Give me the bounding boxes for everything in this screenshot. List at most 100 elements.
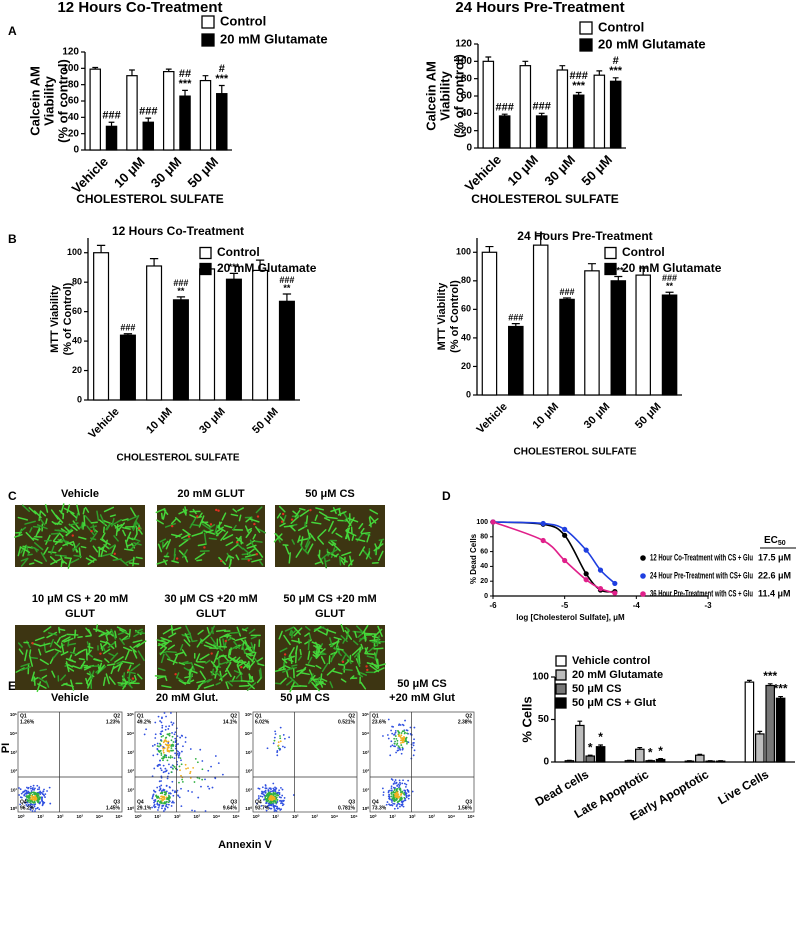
event-dot (288, 736, 291, 739)
event-dot (387, 737, 390, 740)
y-tick-label: 40 (461, 332, 471, 342)
cell (54, 648, 62, 653)
cell (58, 626, 61, 634)
cell (17, 642, 23, 648)
cell (68, 642, 77, 646)
cell (95, 624, 99, 633)
cell (220, 660, 231, 665)
event-dot (399, 788, 402, 791)
event-dot (404, 738, 407, 741)
significance-label: * (588, 740, 593, 754)
cell (340, 624, 345, 633)
quadrant-name: Q4 (20, 799, 27, 805)
event-dot (165, 796, 168, 799)
cell (90, 525, 97, 529)
event-dot (165, 744, 168, 746)
event-dot (166, 798, 168, 801)
quadrant-percent: 96.2% (20, 805, 35, 811)
event-dot (398, 734, 400, 737)
event-dot (34, 799, 36, 802)
cell (32, 537, 39, 541)
event-dot (31, 810, 34, 812)
data-point (562, 526, 568, 533)
dead-cell (187, 535, 191, 538)
event-dot (179, 757, 182, 759)
cell (43, 546, 49, 555)
error-bar (96, 244, 106, 253)
event-dot (160, 802, 162, 804)
event-dot (278, 789, 281, 792)
data-point (597, 567, 604, 573)
cell (311, 641, 321, 647)
image-label: GLUT (196, 608, 226, 620)
event-dot (178, 752, 181, 754)
event-dot (180, 774, 182, 777)
event-dot (162, 757, 165, 760)
chart-title: 12 Hours Co-Treatment (57, 0, 222, 16)
cell (376, 635, 380, 647)
event-dot (34, 810, 36, 812)
cell (167, 644, 176, 651)
cell (208, 537, 217, 541)
error-bar (598, 744, 603, 747)
cell (80, 660, 86, 669)
bar (765, 684, 775, 763)
event-dot (261, 792, 264, 795)
cell (254, 540, 263, 543)
y-tick-label: 20 (480, 578, 488, 585)
cell (39, 668, 47, 672)
error-bar (596, 70, 603, 76)
cell (40, 552, 48, 562)
cell (60, 560, 63, 568)
event-dot (165, 803, 168, 806)
event-dot (402, 724, 405, 727)
cell (307, 529, 311, 540)
event-dot (171, 723, 174, 726)
cell (360, 527, 365, 534)
quadrant-name: Q4 (137, 799, 144, 805)
cell (371, 635, 380, 639)
cell (84, 506, 90, 513)
event-dot (167, 742, 170, 744)
event-dot (217, 762, 220, 764)
event-dot (34, 794, 37, 797)
cell (104, 658, 110, 664)
event-dot (36, 807, 39, 810)
event-dot (396, 739, 399, 742)
x-axis-title: CHOLESTEROL SULFATE (117, 453, 240, 464)
cell (36, 524, 48, 530)
cell (20, 662, 30, 668)
error-bar (637, 746, 643, 750)
chart-title: 24 Hours Pre-Treatment (517, 229, 652, 243)
event-dot (31, 788, 34, 791)
x-tick-label: 10¹ (272, 814, 279, 819)
cell (25, 531, 35, 541)
legend-marker (640, 591, 646, 597)
cell (258, 669, 262, 679)
cell (224, 661, 232, 673)
y-tick-label: 0 (466, 389, 471, 399)
plot-frame (369, 711, 475, 813)
event-dot (27, 790, 30, 793)
event-dot (152, 754, 155, 757)
cell (105, 641, 115, 650)
cell (28, 562, 35, 565)
cell (90, 537, 97, 541)
cell (333, 646, 342, 657)
cell (70, 512, 78, 519)
bar (142, 121, 155, 151)
legend-label: 20 mM Glutamate (598, 36, 706, 51)
event-dot (402, 779, 404, 782)
bar (89, 68, 101, 151)
cell (113, 535, 119, 542)
event-dot (221, 773, 224, 776)
cell (366, 655, 375, 659)
event-dot (151, 806, 153, 809)
event-dot (184, 741, 187, 743)
event-dot (272, 794, 275, 796)
event-dot (170, 805, 173, 807)
event-dot (276, 754, 279, 757)
cell (65, 662, 74, 668)
event-dot (398, 784, 401, 787)
y-tick-label: 100 (455, 56, 472, 67)
